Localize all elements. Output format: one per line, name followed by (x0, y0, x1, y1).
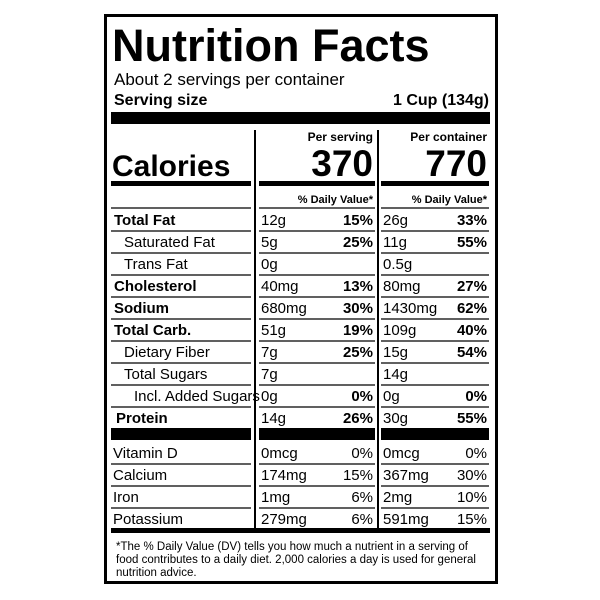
nutrient-name: Protein (116, 410, 168, 427)
nutrient-amount: 40mg (261, 278, 299, 295)
nutrient-name: Saturated Fat (124, 234, 216, 251)
calories-value: 770 (425, 143, 487, 184)
nutrient-amount: 80mg (383, 278, 421, 295)
nutrient-dv: 54% (457, 344, 487, 361)
vitamin-dv: 6% (351, 511, 373, 528)
nutrient-amount: 30g (383, 410, 408, 427)
nutrient-amount: 1430mg (383, 300, 437, 317)
vitamin-amount: 367mg (383, 467, 429, 484)
nutrient-name: Total Sugars (124, 366, 207, 383)
calories-label: Calories (112, 150, 230, 183)
nutrient-dv: 0% (351, 388, 373, 405)
thick-bar (111, 528, 490, 533)
nutrient-dv: 26% (343, 410, 373, 427)
vitamin-amount: 0mcg (383, 445, 420, 462)
thick-bar (111, 181, 251, 186)
thick-bar (111, 112, 490, 124)
nutrient-dv: 0% (465, 388, 487, 405)
nutrient-dv: 27% (457, 278, 487, 295)
nutrient-dv: 19% (343, 322, 373, 339)
nutrient-name: Trans Fat (124, 256, 188, 273)
thick-bar (259, 181, 375, 186)
nutrient-amount: 0g (261, 256, 278, 273)
calories-value: 370 (311, 143, 373, 184)
nutrient-dv: 25% (343, 234, 373, 251)
nutrient-dv: 62% (457, 300, 487, 317)
nutrient-dv: 13% (343, 278, 373, 295)
nutrient-amount: 0g (383, 388, 400, 405)
footnote: nutrition advice. (116, 567, 197, 579)
nutrient-amount: 51g (261, 322, 286, 339)
serving-size-label: Serving size (114, 92, 207, 109)
vitamin-amount: 174mg (261, 467, 307, 484)
nutrient-name: Total Carb. (114, 322, 191, 339)
nutrient-dv: 25% (343, 344, 373, 361)
nutrient-amount: 5g (261, 234, 278, 251)
vitamin-name: Calcium (113, 467, 167, 484)
nutrient-amount: 0.5g (383, 256, 412, 273)
nutrient-amount: 26g (383, 212, 408, 229)
label-border (104, 14, 498, 584)
column-header: Per serving (308, 130, 373, 144)
nutrient-amount: 11g (383, 234, 407, 251)
thick-bar (259, 428, 375, 440)
nutrient-amount: 680mg (261, 300, 307, 317)
nutrient-amount: 14g (383, 366, 408, 383)
serving-size-value: 1 Cup (134g) (393, 92, 489, 109)
footnote: food contributes to a daily diet. 2,000 … (116, 554, 476, 566)
footnote: *The % Daily Value (DV) tells you how mu… (116, 541, 469, 553)
nutrient-dv: 40% (457, 322, 487, 339)
vitamin-dv: 30% (457, 467, 487, 484)
vitamin-dv: 15% (343, 467, 373, 484)
nutrient-dv: 15% (343, 212, 373, 229)
vitamin-name: Iron (113, 489, 139, 506)
nutrient-amount: 0g (261, 388, 278, 405)
nutrient-amount: 12g (261, 212, 286, 229)
nutrient-dv: 55% (457, 410, 487, 427)
nutrient-name: Sodium (114, 300, 169, 317)
dv-header: % Daily Value* (412, 194, 488, 206)
title: Nutrition Facts (112, 20, 430, 71)
nutrient-dv: 33% (457, 212, 487, 229)
nutrient-name: Incl. Added Sugars (134, 388, 260, 405)
nutrient-amount: 7g (261, 366, 278, 383)
nutrient-dv: 55% (457, 234, 487, 251)
nutrient-amount: 15g (383, 344, 408, 361)
vitamin-amount: 2mg (383, 489, 412, 506)
vitamin-amount: 1mg (261, 489, 290, 506)
thick-bar (381, 181, 489, 186)
nutrient-name: Total Fat (114, 212, 175, 229)
vitamin-amount: 279mg (261, 511, 307, 528)
nutrient-amount: 7g (261, 344, 278, 361)
dv-header: % Daily Value* (298, 194, 374, 206)
vitamin-name: Vitamin D (113, 445, 178, 462)
nutrient-amount: 109g (383, 322, 416, 339)
vitamin-dv: 0% (465, 445, 487, 462)
vitamin-name: Potassium (113, 511, 183, 528)
vitamin-amount: 591mg (383, 511, 429, 528)
vitamin-dv: 6% (351, 489, 373, 506)
nutrient-name: Dietary Fiber (124, 344, 210, 361)
thick-bar (111, 428, 251, 440)
vitamin-amount: 0mcg (261, 445, 298, 462)
servings: About 2 servings per container (114, 70, 345, 89)
vitamin-dv: 0% (351, 445, 373, 462)
nutrient-amount: 14g (261, 410, 286, 427)
vitamin-dv: 15% (457, 511, 487, 528)
nutrient-dv: 30% (343, 300, 373, 317)
column-header: Per container (410, 130, 487, 144)
vitamin-dv: 10% (457, 489, 487, 506)
thick-bar (381, 428, 489, 440)
nutrient-name: Cholesterol (114, 278, 197, 295)
